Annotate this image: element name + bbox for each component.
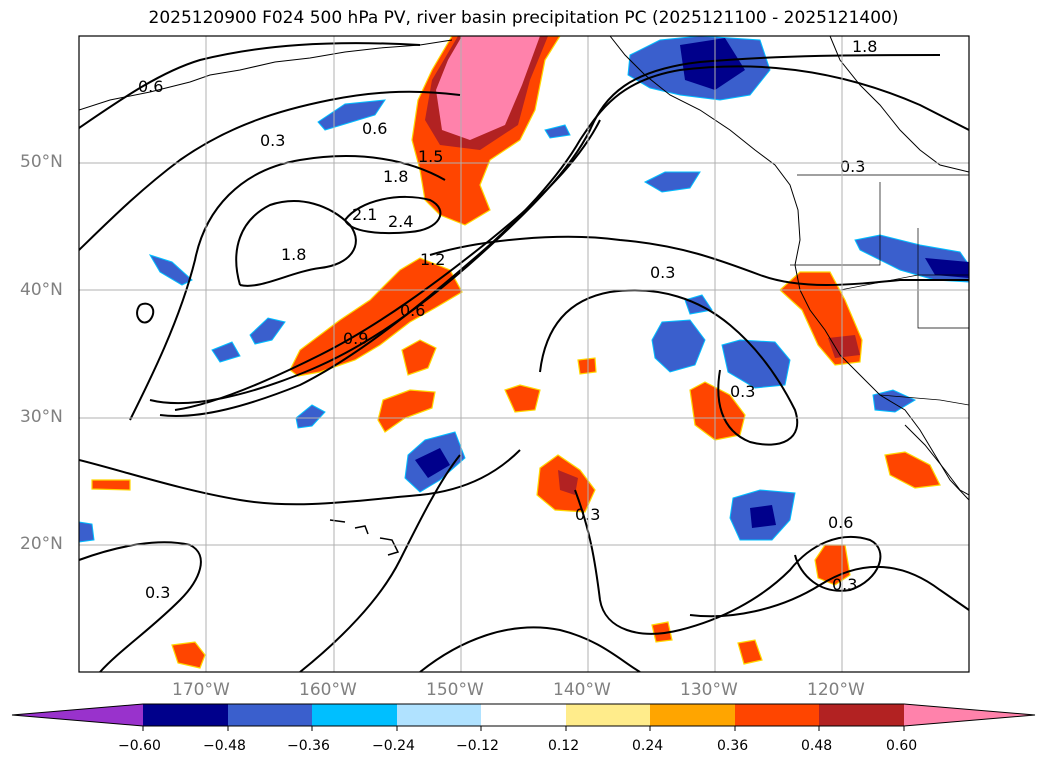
longitude-label: 150°W [426, 680, 484, 700]
colorbar-tick-label: −0.36 [287, 738, 330, 754]
colorbar-tick-label: 0.60 [886, 738, 918, 754]
contour-label: 0.9 [343, 329, 368, 348]
longitude-label: 160°W [299, 680, 357, 700]
colorbar-tick-label: 0.24 [632, 738, 664, 754]
contour-label: 0.3 [832, 575, 857, 594]
longitude-label: 140°W [553, 680, 611, 700]
longitude-label: 170°W [172, 680, 230, 700]
colorbar-segment [312, 704, 397, 726]
colorbar-segment [566, 704, 650, 726]
longitude-label: 120°W [807, 680, 865, 700]
contour-label: 1.5 [418, 147, 443, 166]
contour-label: 0.3 [840, 157, 865, 176]
colorbar-tick-label: 0.12 [548, 738, 580, 754]
contour-label: 0.6 [400, 301, 425, 320]
map-frame [78, 35, 970, 673]
contour-label: 1.2 [420, 250, 445, 269]
contour-labels: 0.6 0.3 0.6 1.8 1.5 2.1 2.4 1.8 1.2 0.9 … [138, 37, 877, 602]
latitude-label: 20°N [20, 534, 63, 554]
colorbar [11, 703, 1036, 731]
colorbar-tick-label: 0.48 [801, 738, 833, 754]
map-title: 2025120900 F024 500 hPa PV, river basin … [148, 8, 899, 28]
colorbar-tick-label: −0.24 [372, 738, 415, 754]
contour-label: 1.8 [383, 167, 408, 186]
colorbar-tick-label: 0.36 [717, 738, 749, 754]
colorbar-tick-label: −0.48 [203, 738, 246, 754]
longitude-label: 130°W [680, 680, 738, 700]
colorbar-segment [735, 704, 819, 726]
boundaries [790, 174, 969, 406]
contour-label: 0.3 [650, 263, 675, 282]
contour-label: 0.3 [260, 131, 285, 150]
contour-label: 2.1 [352, 205, 377, 224]
colorbar-segment [819, 704, 904, 726]
colorbar-tick-label: −0.12 [456, 738, 499, 754]
colorbar-segment [481, 704, 566, 726]
contour-label: 2.4 [388, 212, 413, 231]
contour-label: 0.6 [828, 513, 853, 532]
latitude-label: 30°N [20, 407, 63, 427]
colorbar-under-arrow [12, 704, 143, 726]
contour-label: 1.8 [852, 37, 877, 56]
contour-label: 0.3 [730, 382, 755, 401]
colorbar-segment [228, 704, 312, 726]
contour-label: 0.6 [362, 119, 387, 138]
colorbar-segment [397, 704, 481, 726]
gridlines [79, 36, 969, 672]
contour-label: 0.3 [145, 583, 170, 602]
colorbar-segment [143, 704, 228, 726]
map-area: 0.6 0.3 0.6 1.8 1.5 2.1 2.4 1.8 1.2 0.9 … [79, 36, 969, 672]
colorbar-tick-label: −0.60 [118, 738, 161, 754]
latitude-label: 50°N [20, 152, 63, 172]
contour-label: 0.6 [138, 77, 163, 96]
colorbar-over-arrow [904, 704, 1035, 726]
colorbar-segment [650, 704, 735, 726]
contour-label: 1.8 [281, 245, 306, 264]
negative-precip-fill [79, 36, 969, 543]
latitude-label: 40°N [20, 280, 63, 300]
